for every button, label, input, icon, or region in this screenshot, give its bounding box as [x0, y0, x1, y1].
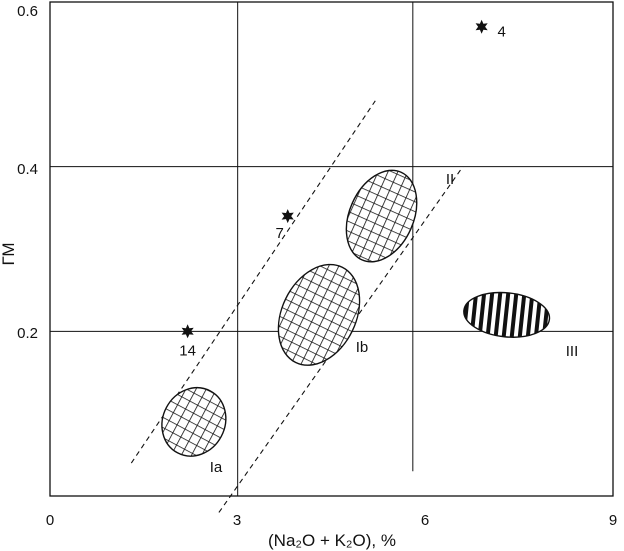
field-label: II — [446, 171, 454, 188]
grid-lines — [50, 2, 613, 496]
y-axis-title: ГМ — [0, 243, 18, 266]
data-point-label: 4 — [497, 24, 505, 41]
data-point-star — [281, 209, 294, 224]
x-tick-label: 3 — [233, 512, 241, 529]
data-point-label: 14 — [179, 342, 196, 359]
y-tick-label: 0.6 — [17, 3, 38, 20]
x-axis-title: (Na₂O + K₂O), % — [268, 531, 396, 550]
field-label: Ib — [356, 339, 369, 356]
y-tick-labels: 0.2 0.4 0.6 — [17, 3, 38, 342]
y-tick-label: 0.2 — [17, 325, 38, 342]
plot-frame — [49, 1, 614, 497]
field-label: Ia — [210, 459, 223, 476]
data-points: 4 7 14 — [179, 19, 506, 359]
field-iii — [463, 291, 551, 338]
field-ia — [161, 387, 227, 457]
y-tick-label: 0.4 — [17, 161, 38, 178]
data-point-star — [475, 19, 488, 34]
x-tick-label: 6 — [421, 512, 429, 529]
x-tick-label: 0 — [46, 512, 54, 529]
x-tick-label: 9 — [609, 512, 617, 529]
data-point-star — [181, 324, 194, 339]
field-label: III — [566, 343, 579, 360]
field-ib — [277, 263, 361, 366]
x-tick-labels: 0 3 6 9 — [46, 512, 617, 529]
field-ii — [345, 169, 418, 263]
data-point-label: 7 — [276, 225, 284, 242]
